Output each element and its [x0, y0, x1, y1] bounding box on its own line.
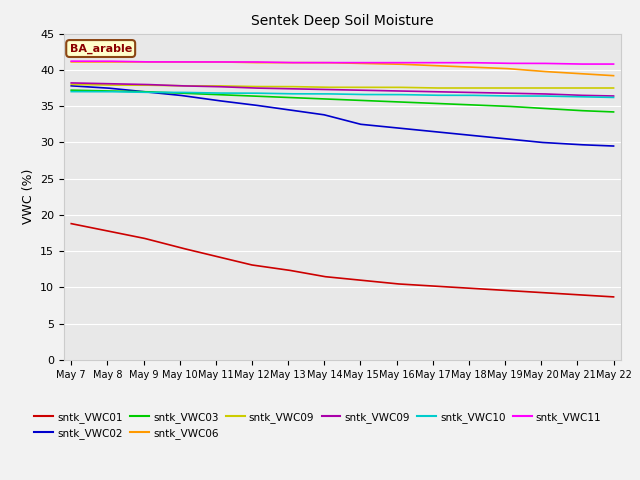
- Legend: sntk_VWC01, sntk_VWC02, sntk_VWC03, sntk_VWC06, sntk_VWC09, sntk_VWC09, sntk_VWC: sntk_VWC01, sntk_VWC02, sntk_VWC03, sntk…: [30, 408, 605, 443]
- Y-axis label: VWC (%): VWC (%): [22, 169, 35, 225]
- Title: Sentek Deep Soil Moisture: Sentek Deep Soil Moisture: [251, 14, 434, 28]
- Text: BA_arable: BA_arable: [70, 43, 132, 54]
